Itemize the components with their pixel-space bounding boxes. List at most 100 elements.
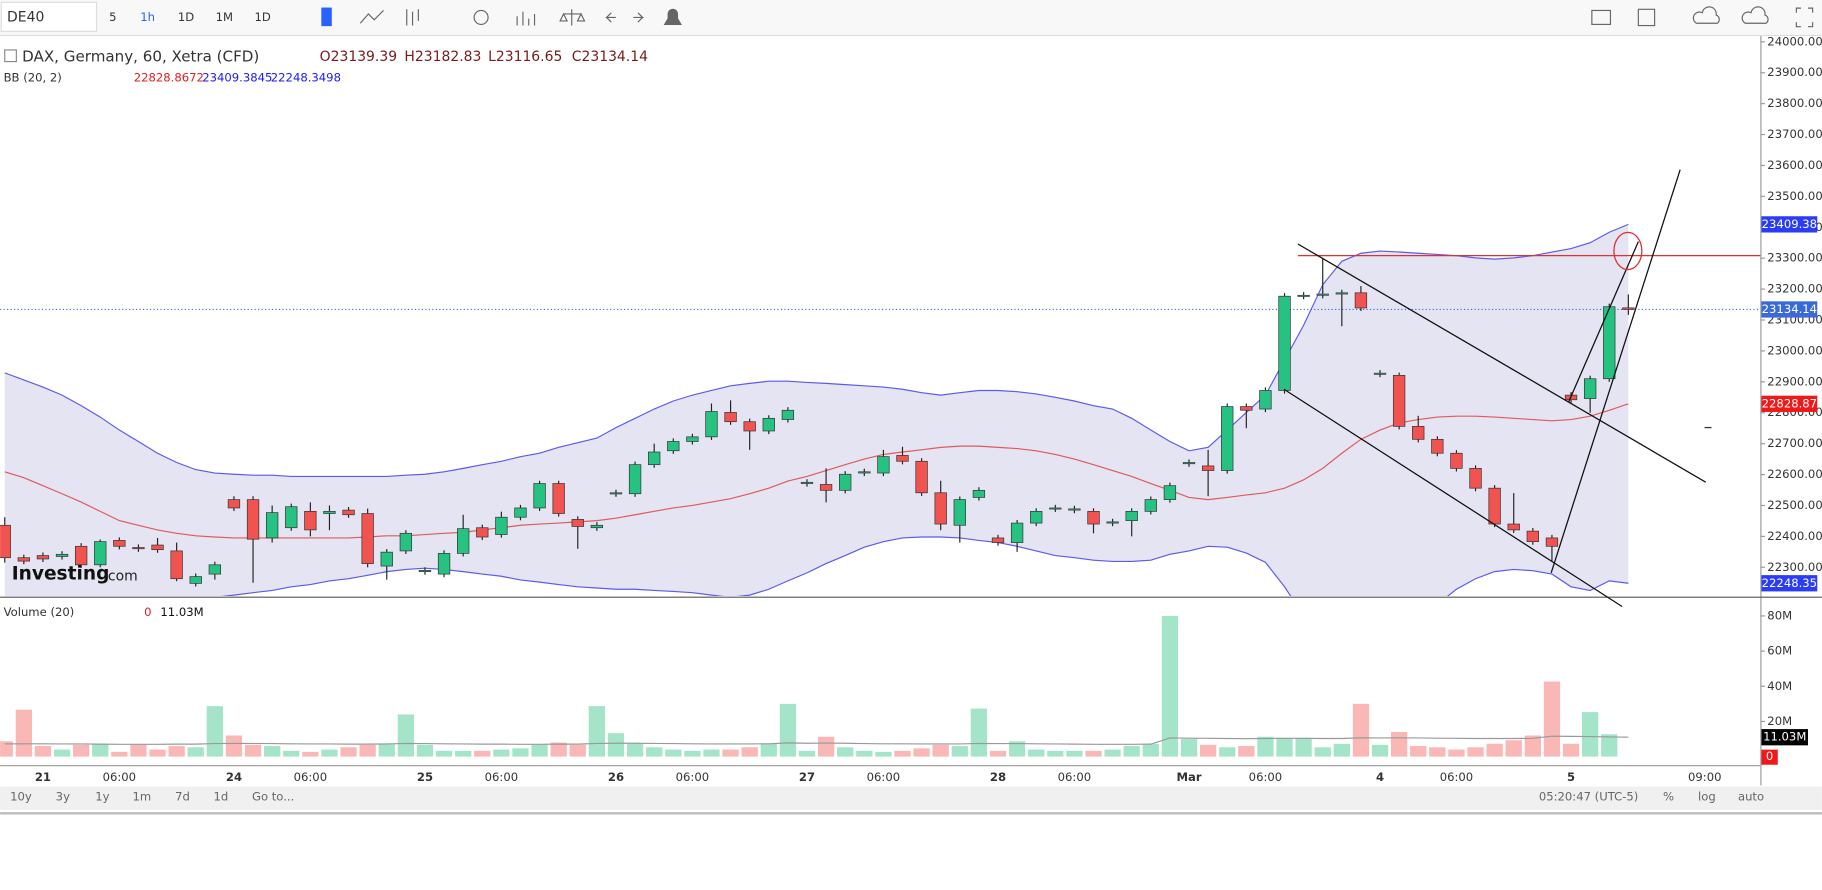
volume-bar — [1008, 741, 1026, 757]
candle-body — [342, 509, 355, 516]
volume-bar — [1601, 734, 1618, 757]
candle-body — [1163, 485, 1177, 500]
volume-bar — [1028, 749, 1045, 757]
candle-body — [1507, 523, 1520, 531]
volume-tick-label: 60M — [1767, 644, 1792, 658]
volume-bar — [1562, 743, 1580, 757]
candle-body — [457, 528, 470, 554]
ohlc-key: C — [572, 49, 582, 65]
bars-icon[interactable] — [406, 9, 419, 26]
x-tick-label: 06:00 — [867, 770, 900, 784]
volume-bar — [1066, 750, 1083, 757]
candle-body — [113, 540, 126, 547]
volume-bar — [894, 750, 911, 757]
y-tick-label: 22900.00 — [1767, 374, 1822, 388]
trend-line[interactable] — [1568, 241, 1639, 403]
menu-icon[interactable] — [4, 49, 17, 63]
fullscreen-icon[interactable] — [1795, 7, 1814, 28]
volume-bar — [703, 749, 720, 757]
volume-bar — [989, 750, 1007, 757]
volume-bar — [283, 750, 300, 757]
scale-option[interactable]: log — [1698, 790, 1716, 804]
range-button[interactable]: 7d — [175, 790, 190, 804]
interval-button[interactable]: 1h — [140, 10, 155, 24]
candle-body — [972, 489, 986, 498]
candle-body — [1469, 468, 1482, 489]
symbol[interactable]: DE40 — [7, 9, 44, 25]
volume-tick-label: 40M — [1767, 679, 1792, 693]
symbol-box[interactable] — [0, 1, 98, 32]
candle-body — [476, 527, 489, 538]
range-button[interactable]: 1y — [95, 790, 109, 804]
volume-bar — [913, 748, 930, 757]
candle-body — [380, 551, 393, 567]
range-button[interactable]: 3y — [56, 790, 70, 804]
range-button[interactable]: 10y — [10, 790, 32, 804]
indicators-icon[interactable] — [516, 11, 536, 26]
layout-icon[interactable] — [1637, 8, 1656, 27]
interval-button[interactable]: 1D — [178, 10, 194, 24]
user-drawings — [1283, 169, 1761, 608]
volume-bar — [378, 743, 395, 757]
alert-icon[interactable] — [663, 8, 682, 25]
volume-bar — [1123, 746, 1140, 757]
candle-body — [1450, 452, 1463, 469]
volume-bar — [779, 703, 797, 757]
settings-icon[interactable] — [473, 9, 489, 25]
volume-bar — [837, 747, 854, 757]
y-tick-label: 24000.00 — [1767, 34, 1822, 48]
interval-button[interactable]: 1D — [255, 10, 271, 24]
range-button[interactable]: 1d — [213, 790, 228, 804]
redo-icon[interactable] — [633, 12, 645, 23]
candle-body — [17, 557, 30, 562]
candle-body — [418, 570, 432, 572]
volume-label: Volume (20) — [4, 605, 75, 619]
volume-bar — [875, 751, 892, 757]
trend-line[interactable] — [1550, 169, 1681, 574]
scale-option[interactable]: auto — [1738, 790, 1764, 804]
x-tick-label: 06:00 — [485, 770, 518, 784]
x-tick-label: 06:00 — [676, 770, 709, 784]
ohlc-key: H — [404, 49, 414, 65]
y-tick-label: 23700.00 — [1767, 127, 1822, 141]
x-tick-label: 06:00 — [294, 770, 327, 784]
ohlc-key: O — [320, 49, 331, 65]
scale-option[interactable]: % — [1663, 790, 1674, 804]
volume-bar — [665, 749, 682, 757]
candle-body — [208, 564, 222, 575]
candle-body — [132, 547, 145, 550]
undo-icon[interactable] — [605, 12, 616, 23]
candle-body — [896, 455, 909, 462]
cloud-save-icon[interactable] — [1741, 6, 1769, 24]
volume-bar — [130, 744, 147, 757]
line-icon[interactable] — [359, 10, 384, 24]
trend-line[interactable] — [1297, 243, 1707, 483]
volume-bar — [1314, 747, 1331, 757]
volume-bar — [1390, 731, 1408, 757]
candle-body — [552, 483, 565, 514]
candle-body — [323, 511, 336, 514]
volume-bar — [1582, 712, 1599, 757]
candle-body — [1583, 378, 1597, 399]
volume-bar — [1543, 681, 1561, 757]
trend-line[interactable] — [1283, 388, 1623, 608]
bb-lower — [220, 536, 1629, 597]
candle-body — [1182, 462, 1196, 465]
interval-button[interactable]: 5 — [109, 10, 116, 24]
range-button[interactable]: 1m — [132, 790, 151, 804]
candle-body — [1431, 438, 1444, 454]
range-button[interactable]: Go to... — [252, 790, 294, 804]
candle-body — [571, 519, 584, 527]
volume-bar — [225, 735, 243, 757]
candle-body — [437, 553, 451, 575]
volume-ma-readout: 11.03M — [160, 605, 203, 619]
compare-icon[interactable] — [559, 9, 586, 26]
cloud-load-icon[interactable] — [1692, 6, 1720, 24]
camera-icon[interactable] — [1591, 9, 1612, 25]
interval-button[interactable]: 1M — [216, 10, 233, 24]
volume-bar — [53, 749, 71, 757]
volume-bar — [1505, 740, 1522, 757]
highlight-circle[interactable] — [1613, 231, 1643, 271]
candles-icon[interactable] — [321, 7, 332, 27]
logo: Investing — [12, 563, 110, 584]
